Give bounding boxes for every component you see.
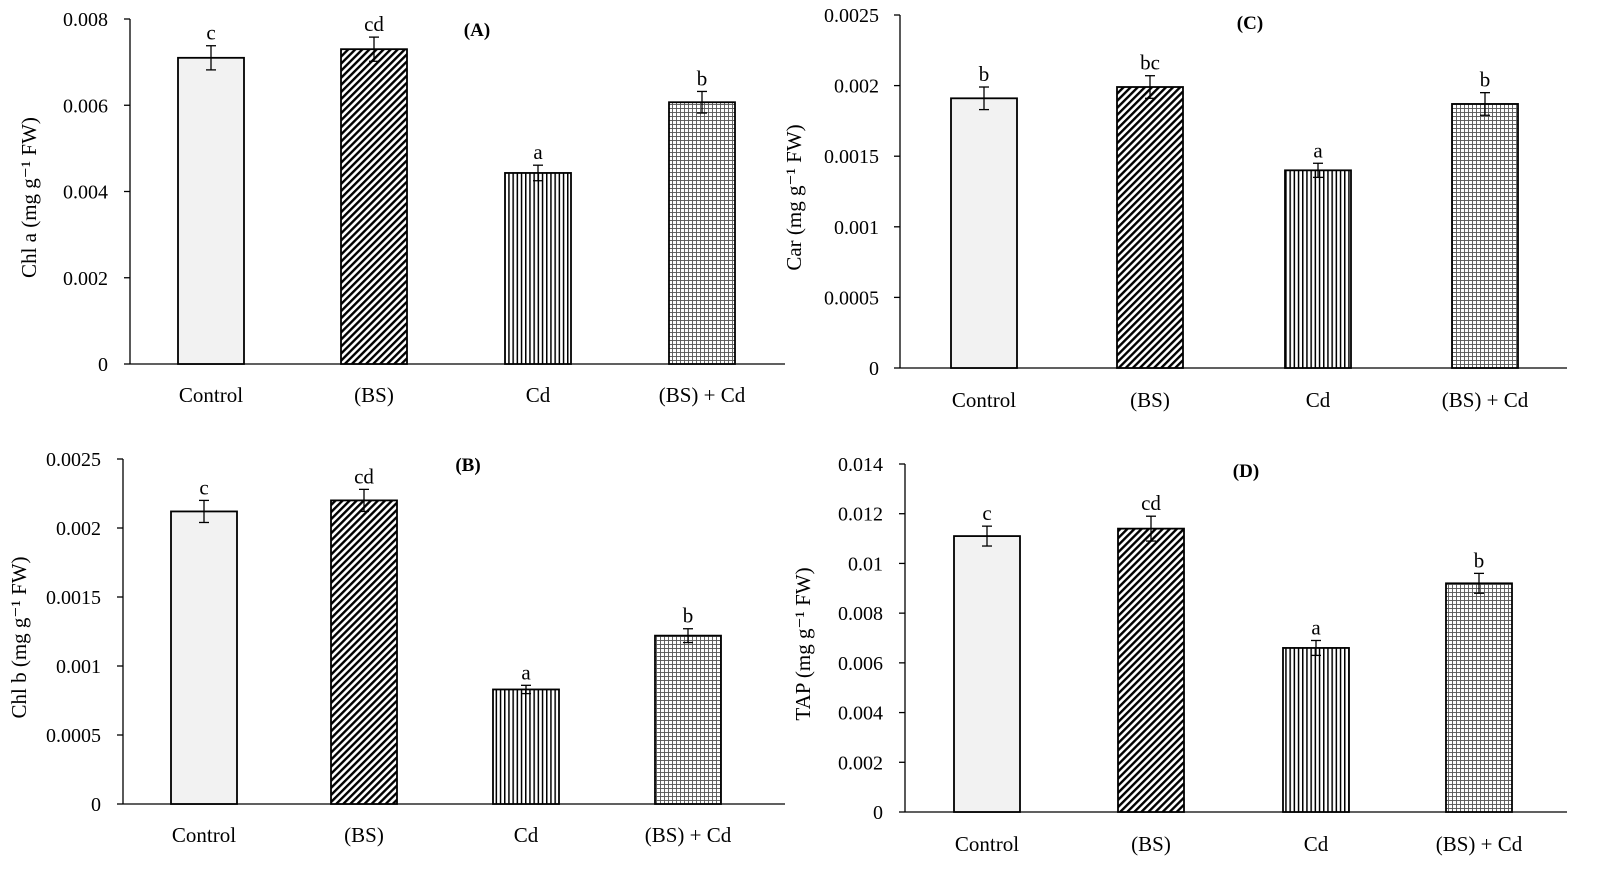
- significance-letter: a: [533, 140, 543, 164]
- x-tick-label: Cd: [526, 383, 551, 407]
- significance-letter: cd: [1141, 491, 1161, 515]
- y-tick-label: 0.002: [63, 268, 108, 290]
- x-tick-label: (BS) + Cd: [1436, 832, 1523, 856]
- y-tick-label: 0: [873, 802, 883, 824]
- y-tick-label: 0.0005: [824, 287, 879, 309]
- significance-letter: b: [697, 66, 708, 90]
- bar-3: [1451, 103, 1519, 369]
- y-tick-label: 0.008: [63, 9, 108, 31]
- significance-letter: a: [1313, 138, 1323, 162]
- bar-3: [1445, 582, 1513, 813]
- chart-panel-c: 0 0.0005 0.001 0.0015 0.002 0.0025 Car (mg g⁻¹…: [782, 5, 1567, 412]
- x-tick-label: (BS): [354, 383, 394, 407]
- y-tick-label: 0.006: [63, 95, 108, 117]
- bar-0: [950, 97, 1018, 369]
- bar-2: [492, 688, 560, 805]
- bar-3: [668, 101, 736, 365]
- y-tick-label: 0.002: [56, 518, 101, 540]
- significance-letter: cd: [354, 464, 374, 488]
- x-tick-label: Control: [955, 832, 1019, 856]
- y-tick-label: 0.0025: [46, 449, 101, 471]
- bar-0: [170, 510, 238, 805]
- y-tick-label: 0.0005: [46, 725, 101, 747]
- y-tick-label: 0.004: [63, 182, 108, 204]
- y-axis-label: Chl a (mg g⁻¹ FW): [17, 117, 41, 278]
- significance-letter: a: [521, 660, 531, 684]
- x-tick-label: (BS) + Cd: [659, 383, 746, 407]
- significance-letter: a: [1311, 615, 1321, 639]
- significance-letter: b: [1480, 68, 1491, 92]
- panel-title: (A): [464, 20, 490, 41]
- y-tick-label: 0.01: [848, 553, 883, 575]
- y-tick-label: 0: [869, 358, 879, 380]
- y-tick-label: 0: [98, 354, 108, 376]
- chart-panel-a: 0 0.002 0.004 0.006 0.008 Chl a (mg g⁻¹ FW) (A…: [17, 9, 785, 407]
- bar-2: [504, 172, 572, 365]
- x-tick-label: Control: [172, 823, 236, 847]
- y-axis-label: TAP (mg g⁻¹ FW): [791, 567, 815, 720]
- y-tick-label: 0.0025: [824, 5, 879, 27]
- y-tick-label: 0.0015: [824, 146, 879, 168]
- x-tick-label: (BS): [1131, 832, 1171, 856]
- significance-letter: b: [979, 62, 990, 86]
- bar-2: [1282, 647, 1350, 813]
- x-tick-label: Control: [179, 383, 243, 407]
- panel-title: (C): [1237, 13, 1263, 34]
- bar-1: [1116, 86, 1184, 369]
- bar-0: [953, 535, 1021, 813]
- x-tick-label: Cd: [1304, 832, 1329, 856]
- y-tick-label: 0.008: [838, 603, 883, 625]
- x-tick-label: (BS) + Cd: [645, 823, 732, 847]
- bar-0: [177, 56, 245, 365]
- x-tick-label: (BS): [1130, 388, 1170, 412]
- bar-1: [340, 48, 408, 365]
- y-tick-label: 0.006: [838, 653, 883, 675]
- x-tick-label: Control: [952, 388, 1016, 412]
- y-axis-label: Car (mg g⁻¹ FW): [782, 124, 806, 270]
- bar-1: [1117, 527, 1185, 813]
- significance-letter: b: [683, 604, 694, 628]
- chart-panel-b: 0 0.0005 0.001 0.0015 0.002 0.0025 Chl b (mg g…: [7, 449, 785, 847]
- significance-letter: cd: [364, 12, 384, 36]
- significance-letter: c: [199, 475, 208, 499]
- chart-panel-d: 0 0.002 0.004 0.006 0.008 0.01 0.012 0.014 TAP (…: [791, 454, 1567, 856]
- bar-1: [330, 499, 398, 805]
- significance-letter: c: [982, 501, 991, 525]
- y-tick-label: 0.001: [56, 656, 101, 678]
- bar-2: [1284, 169, 1352, 369]
- panel-title: (B): [455, 455, 480, 476]
- significance-letter: b: [1474, 548, 1485, 572]
- significance-letter: bc: [1140, 51, 1160, 75]
- y-tick-label: 0.0015: [46, 587, 101, 609]
- y-tick-label: 0.012: [838, 504, 883, 526]
- y-tick-label: 0.001: [834, 217, 879, 239]
- x-tick-label: Cd: [1306, 388, 1331, 412]
- x-tick-label: (BS) + Cd: [1442, 388, 1529, 412]
- y-axis-label: Chl b (mg g⁻¹ FW): [7, 556, 31, 718]
- y-tick-label: 0: [91, 794, 101, 816]
- x-tick-label: (BS): [344, 823, 384, 847]
- panel-title: (D): [1233, 461, 1259, 482]
- x-tick-label: Cd: [514, 823, 539, 847]
- y-tick-label: 0.014: [838, 454, 883, 476]
- bar-3: [654, 634, 722, 805]
- y-tick-label: 0.002: [834, 76, 879, 98]
- y-tick-label: 0.002: [838, 752, 883, 774]
- y-tick-label: 0.004: [838, 703, 883, 725]
- significance-letter: c: [206, 21, 215, 45]
